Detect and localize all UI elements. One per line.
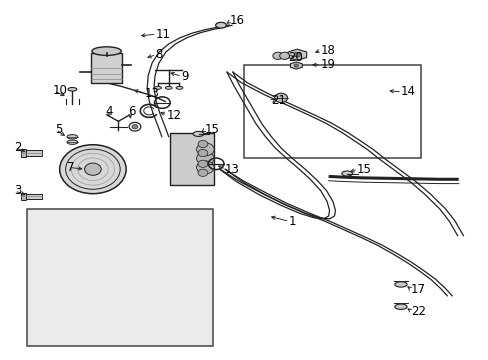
Circle shape: [294, 64, 298, 67]
Text: 21: 21: [271, 94, 286, 107]
Text: 11: 11: [155, 28, 170, 41]
Bar: [27, 209, 212, 346]
Text: 20: 20: [288, 51, 303, 64]
Text: 8: 8: [155, 48, 163, 61]
Ellipse shape: [215, 22, 226, 28]
Circle shape: [196, 152, 214, 165]
Ellipse shape: [67, 140, 78, 144]
Text: 9: 9: [181, 70, 188, 83]
Text: 14: 14: [400, 85, 415, 98]
Ellipse shape: [394, 282, 406, 287]
Circle shape: [60, 145, 126, 194]
Circle shape: [196, 143, 214, 156]
Text: 15: 15: [356, 163, 371, 176]
Circle shape: [84, 163, 101, 175]
Text: 1: 1: [288, 215, 295, 228]
Ellipse shape: [154, 86, 161, 89]
Ellipse shape: [165, 86, 172, 89]
Text: 16: 16: [229, 14, 244, 27]
Text: 15: 15: [204, 123, 219, 136]
Bar: [24, 150, 41, 156]
Ellipse shape: [92, 47, 121, 55]
Bar: [20, 149, 26, 157]
Circle shape: [272, 52, 282, 59]
Circle shape: [198, 140, 207, 148]
Ellipse shape: [193, 131, 203, 136]
Polygon shape: [287, 49, 306, 60]
Text: 13: 13: [144, 87, 159, 100]
Polygon shape: [290, 62, 302, 69]
Circle shape: [198, 169, 207, 176]
Circle shape: [132, 125, 138, 129]
Text: 13: 13: [224, 163, 239, 176]
Text: 19: 19: [320, 58, 335, 71]
Bar: [24, 194, 41, 199]
Circle shape: [198, 160, 207, 167]
Circle shape: [274, 93, 287, 103]
Ellipse shape: [176, 86, 183, 89]
Text: 10: 10: [53, 84, 67, 97]
Text: 3: 3: [14, 184, 21, 197]
Ellipse shape: [67, 135, 78, 139]
Text: 7: 7: [67, 161, 75, 174]
Text: 17: 17: [410, 283, 425, 296]
Circle shape: [279, 52, 289, 59]
Circle shape: [293, 52, 300, 57]
Text: 5: 5: [55, 123, 62, 136]
Text: 2: 2: [14, 141, 21, 154]
Text: 18: 18: [320, 44, 334, 57]
Text: 6: 6: [128, 105, 136, 118]
Text: 4: 4: [105, 105, 112, 118]
Bar: [244, 65, 420, 158]
Text: 12: 12: [166, 109, 181, 122]
Ellipse shape: [394, 304, 406, 310]
Text: 22: 22: [410, 305, 425, 318]
Bar: [170, 133, 214, 185]
Ellipse shape: [68, 87, 77, 91]
Circle shape: [198, 149, 207, 157]
Ellipse shape: [341, 171, 352, 176]
Circle shape: [196, 161, 214, 174]
Bar: [20, 193, 26, 200]
Bar: [91, 53, 122, 83]
